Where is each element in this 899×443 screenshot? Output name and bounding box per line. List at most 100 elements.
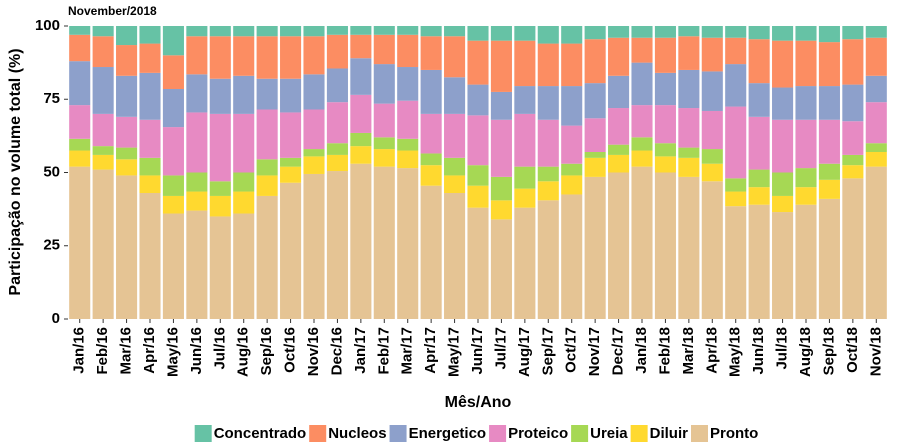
bar-segment	[561, 26, 583, 44]
bar-segment	[303, 156, 325, 174]
bar-segment	[303, 173, 325, 319]
bar-segment	[467, 207, 489, 319]
bar-segment	[514, 40, 536, 87]
bar-segment	[397, 67, 419, 101]
bar-segment	[795, 168, 817, 188]
x-tick-label: Apr/17	[422, 327, 439, 374]
bar-segment	[420, 165, 442, 186]
bar-segment	[561, 175, 583, 195]
bar-segment	[326, 26, 348, 35]
bar-segment	[303, 74, 325, 110]
legend-label: Proteico	[508, 425, 568, 442]
bar-segment	[818, 163, 840, 180]
x-tick-label: Jul/18	[774, 327, 791, 370]
bar-segment	[326, 102, 348, 144]
bar-segment	[865, 75, 887, 103]
bar-segment	[514, 188, 536, 208]
bar-segment	[584, 118, 606, 152]
legend-swatch	[571, 425, 589, 442]
bar-segment	[631, 137, 653, 151]
x-tick-label: Jun/18	[750, 327, 767, 375]
bar-segment	[795, 26, 817, 41]
bar-segment	[678, 157, 700, 177]
bar-segment	[397, 150, 419, 169]
bar-segment	[608, 108, 630, 145]
bar-segment	[420, 113, 442, 154]
legend-swatch	[194, 425, 212, 442]
bar-segment	[139, 193, 161, 319]
bar-segment	[92, 154, 114, 170]
bar-segment	[92, 36, 114, 68]
bar-segment	[725, 191, 747, 207]
bar-segment	[92, 26, 114, 37]
bar-segment	[772, 119, 794, 173]
bar-segment	[280, 112, 302, 158]
bar-segment	[69, 34, 91, 62]
bar-segment	[373, 149, 395, 167]
bar-segment	[162, 88, 184, 128]
bar-segment	[326, 34, 348, 69]
bar-segment	[725, 26, 747, 38]
bar-segment	[490, 26, 512, 41]
bar-segment	[490, 119, 512, 177]
bar-segment	[326, 68, 348, 103]
bar-segment	[444, 175, 466, 194]
x-tick-label: Dec/17	[610, 327, 627, 375]
bar-segment	[772, 26, 794, 41]
x-tick-label: Apr/18	[703, 327, 720, 374]
bar-segment	[256, 159, 278, 176]
bar-segment	[280, 36, 302, 79]
bar-segment	[772, 87, 794, 120]
bar-segment	[186, 191, 208, 211]
bar-segment	[631, 37, 653, 63]
legend-swatch	[690, 425, 708, 442]
legend-label: Concentrado	[214, 425, 307, 442]
bar-segment	[467, 26, 489, 41]
bar-segment	[420, 185, 442, 319]
bar-segment	[139, 72, 161, 120]
bar-segment	[584, 157, 606, 177]
bar-segment	[865, 151, 887, 167]
bar-segment	[280, 26, 302, 37]
bar-segment	[818, 26, 840, 43]
bar-segment	[701, 71, 723, 111]
bar-segment	[865, 37, 887, 76]
bar-segment	[608, 144, 630, 155]
bar-segment	[795, 86, 817, 120]
bar-segment	[467, 40, 489, 85]
bar-segment	[350, 146, 372, 164]
bar-segment	[631, 62, 653, 106]
bar-segment	[678, 36, 700, 70]
x-tick-label: Aug/18	[797, 327, 814, 377]
bar-segment	[233, 213, 255, 319]
bar-segment	[373, 64, 395, 104]
x-tick-label: Oct/17	[563, 327, 580, 373]
bar-segment	[69, 166, 91, 319]
bar-segment	[162, 195, 184, 214]
bar-segment	[631, 105, 653, 138]
bar-segment	[514, 26, 536, 41]
x-tick-label: Dec/16	[328, 327, 345, 375]
bar-segment	[350, 58, 372, 95]
x-tick-label: May/16	[164, 327, 181, 377]
bar-segment	[69, 150, 91, 167]
bar-segment	[116, 75, 138, 117]
bar-segment	[725, 37, 747, 65]
bar-segment	[303, 36, 325, 75]
bar-segment	[69, 105, 91, 139]
x-tick-label: Feb/18	[656, 327, 673, 375]
bar-segment	[537, 181, 559, 201]
bar-segment	[92, 169, 114, 319]
bar-segment	[420, 69, 442, 114]
bar-segment	[444, 77, 466, 114]
bar-segment	[162, 26, 184, 56]
legend-label: Pronto	[710, 425, 758, 442]
bar-segment	[865, 26, 887, 38]
bar-segment	[748, 187, 770, 205]
bar-segment	[256, 26, 278, 37]
y-tick-label: 75	[43, 90, 60, 107]
bar-segment	[608, 172, 630, 319]
bar-segment	[725, 178, 747, 192]
bar-segment	[678, 108, 700, 148]
bar-segment	[186, 112, 208, 173]
